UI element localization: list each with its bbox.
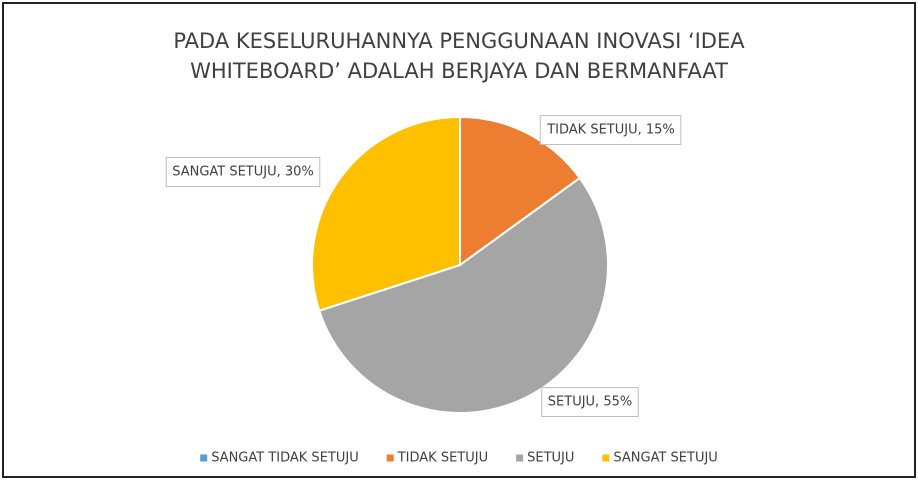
legend-marker xyxy=(386,454,394,462)
data-label: TIDAK SETUJU, 15% xyxy=(539,115,682,145)
pie-slice xyxy=(311,115,461,312)
legend-label: TIDAK SETUJU xyxy=(397,451,488,466)
data-label-text: SANGAT SETUJU, 30% xyxy=(172,165,314,180)
data-label: SETUJU, 55% xyxy=(541,387,639,417)
pie-slice xyxy=(317,176,609,414)
data-label-text: SETUJU, 55% xyxy=(548,395,632,410)
data-label-box xyxy=(541,387,639,417)
legend-label: SETUJU xyxy=(527,451,574,466)
legend-marker xyxy=(516,454,524,462)
legend-marker xyxy=(200,454,208,462)
pie-slice xyxy=(459,115,582,267)
legend-marker xyxy=(602,454,610,462)
data-label-box xyxy=(165,157,321,187)
chart-title: PADA KESELURUHANNYA PENGGUNAAN INOVASI ‘… xyxy=(173,29,745,83)
data-label-box xyxy=(539,115,682,145)
legend-label: SANGAT SETUJU xyxy=(613,451,717,466)
data-label: SANGAT SETUJU, 30% xyxy=(165,157,321,187)
data-label-text: TIDAK SETUJU, 15% xyxy=(546,123,675,138)
legend-label: SANGAT TIDAK SETUJU xyxy=(211,451,359,466)
